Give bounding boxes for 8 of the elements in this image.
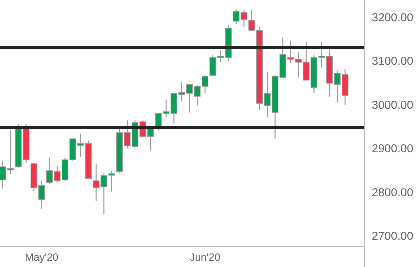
x-tick-label: Jun'20 <box>190 252 221 264</box>
y-tick-label: 3000.00 <box>372 100 414 112</box>
y-tick-label: 2800.00 <box>372 187 414 200</box>
y-tick-label: 3100.00 <box>372 56 414 68</box>
y-tick-label: 3200.00 <box>372 12 414 25</box>
x-tick-label: May'20 <box>25 252 59 264</box>
y-tick-label: 2700.00 <box>372 231 414 244</box>
y-tick-label: 2900.00 <box>372 144 414 156</box>
